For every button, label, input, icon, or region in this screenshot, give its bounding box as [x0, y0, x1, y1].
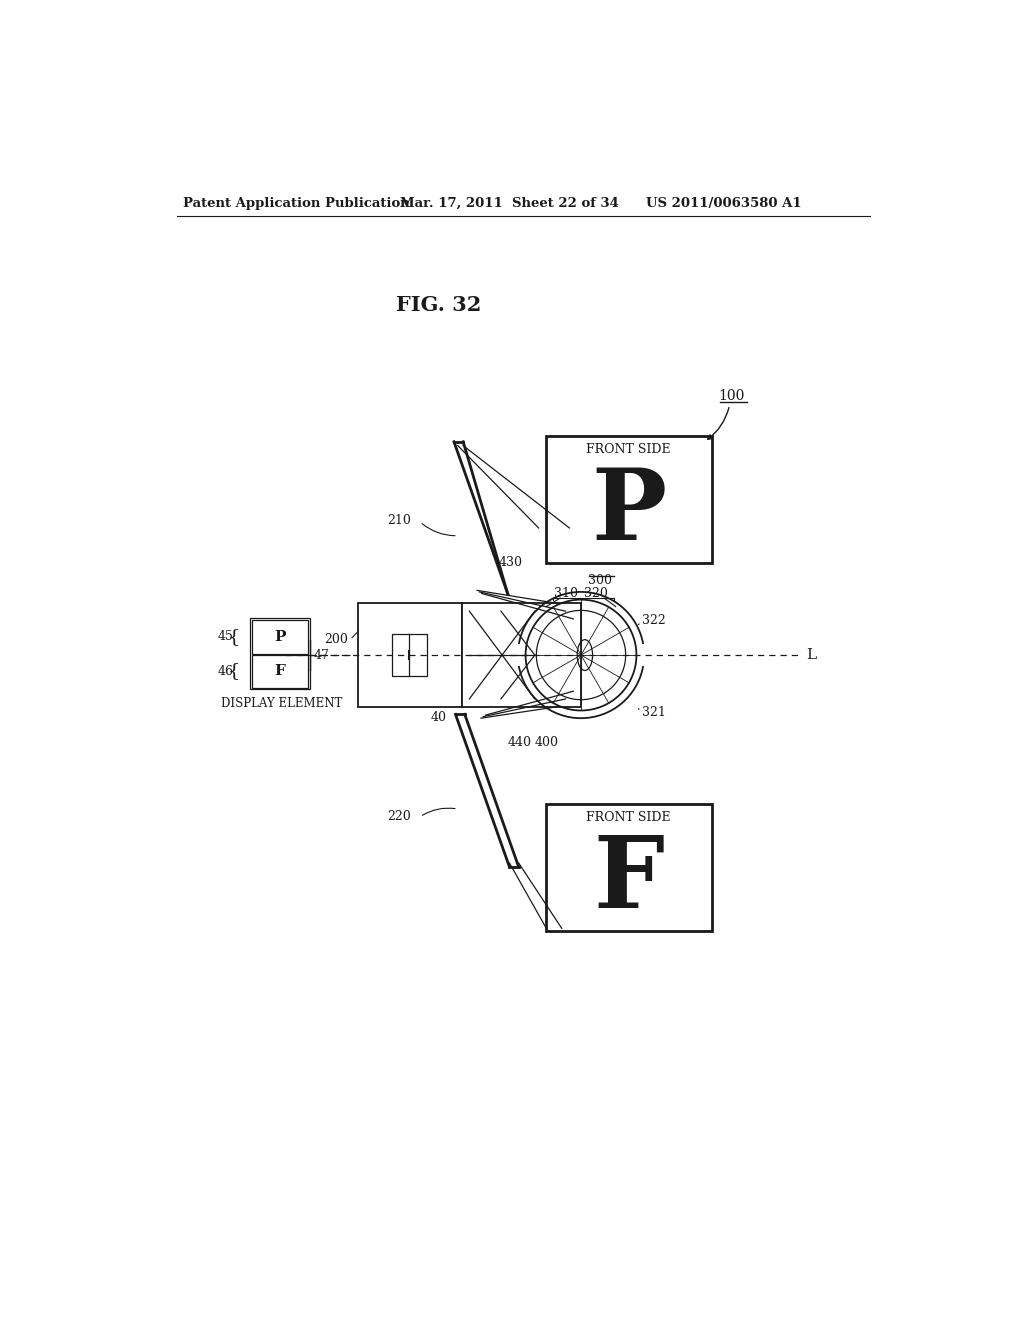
Bar: [252, 620, 307, 653]
Text: L: L: [807, 648, 817, 663]
Text: F: F: [593, 832, 665, 929]
Text: Patent Application Publication: Patent Application Publication: [183, 197, 410, 210]
Text: 46: 46: [218, 665, 233, 677]
Text: FRONT SIDE: FRONT SIDE: [587, 444, 671, 455]
Text: 200: 200: [325, 634, 348, 647]
Bar: [357, 603, 462, 706]
Text: 400: 400: [535, 735, 558, 748]
Text: US 2011/0063580 A1: US 2011/0063580 A1: [646, 197, 802, 210]
Bar: [252, 655, 307, 688]
Text: 300: 300: [588, 574, 612, 587]
Bar: [250, 618, 310, 689]
Text: 45: 45: [218, 630, 233, 643]
Text: {: {: [227, 627, 240, 645]
Text: 430: 430: [498, 556, 522, 569]
Text: 220: 220: [387, 810, 411, 824]
Text: F: F: [274, 664, 286, 678]
Text: 47: 47: [313, 648, 330, 661]
Bar: [392, 635, 427, 676]
Text: 321: 321: [642, 706, 666, 719]
Text: 40: 40: [430, 711, 446, 723]
Text: P: P: [591, 465, 667, 561]
Bar: [462, 603, 581, 706]
Text: FRONT SIDE: FRONT SIDE: [587, 810, 671, 824]
Text: 210: 210: [387, 513, 411, 527]
Text: {: {: [227, 663, 240, 680]
Text: P: P: [274, 630, 286, 644]
Text: 320: 320: [585, 587, 608, 601]
Text: Mar. 17, 2011  Sheet 22 of 34: Mar. 17, 2011 Sheet 22 of 34: [400, 197, 618, 210]
Bar: [547, 804, 712, 931]
Text: FIG. 32: FIG. 32: [396, 294, 481, 314]
Text: 440: 440: [508, 735, 531, 748]
Text: 100: 100: [718, 388, 744, 403]
Text: DISPLAY ELEMENT: DISPLAY ELEMENT: [221, 697, 342, 710]
Bar: [547, 436, 712, 562]
Text: 322: 322: [642, 614, 666, 627]
Text: 310: 310: [554, 587, 578, 601]
